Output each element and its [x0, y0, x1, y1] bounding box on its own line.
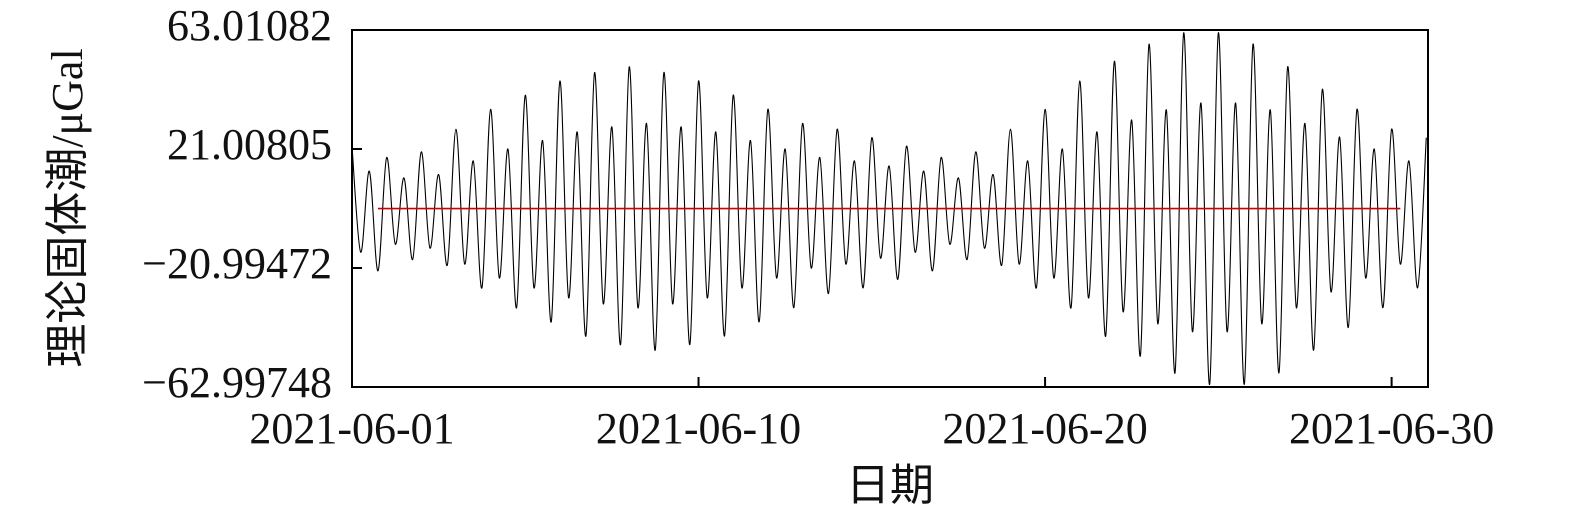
line-series: [351, 32, 1427, 385]
plot-frame: [351, 29, 1429, 388]
y-tick-label: 21.00805: [167, 120, 332, 169]
x-tick-label: 2021-06-01: [249, 404, 454, 453]
x-tick-label: 2021-06-20: [942, 404, 1147, 453]
x-axis-label: 日期: [846, 461, 934, 510]
y-axis-label: 理论固体潮/μGal: [43, 48, 92, 367]
y-tick-label: −20.99472: [142, 239, 332, 288]
x-tick-label: 2021-06-30: [1289, 404, 1494, 453]
y-tick-label: 63.01082: [167, 1, 332, 50]
x-tick-label: 2021-06-10: [596, 404, 801, 453]
y-tick-label: −62.99748: [142, 358, 332, 407]
